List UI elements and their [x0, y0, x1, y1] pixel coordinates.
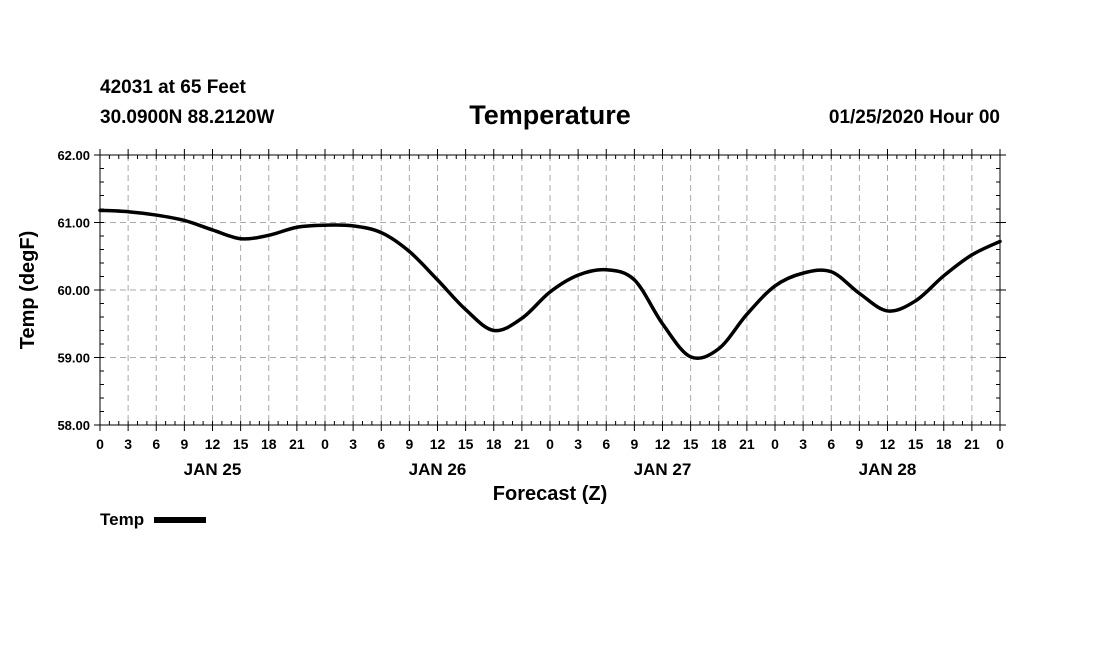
axis-ticks [94, 149, 1006, 431]
x-tick-label: 15 [233, 436, 249, 452]
date-label: JAN 25 [184, 460, 242, 479]
x-tick-label: 6 [827, 436, 835, 452]
x-tick-label: 12 [430, 436, 446, 452]
x-tick-label: 18 [936, 436, 952, 452]
station-label: 42031 at 65 Feet [100, 77, 246, 98]
x-tick-label: 9 [180, 436, 188, 452]
x-axis-label: Forecast (Z) [493, 483, 607, 505]
y-tick-label: 58.00 [57, 418, 90, 433]
legend: Temp [100, 510, 207, 530]
y-tick-label: 60.00 [57, 283, 90, 298]
legend-swatch-temp [154, 517, 207, 523]
x-tick-label: 18 [261, 436, 277, 452]
x-tick-label: 9 [405, 436, 413, 452]
x-tick-label: 9 [630, 436, 638, 452]
forecast-run-time: 01/25/2020 Hour 00 [828, 107, 1000, 128]
x-tick-label: 18 [486, 436, 502, 452]
x-tick-label: 21 [964, 436, 980, 452]
axis-labels: 58.00 59.00 60.00 61.00 62.00 0 3 6 9 12 15 18 21 0 3 6… [57, 148, 1004, 479]
x-tick-label: 12 [655, 436, 671, 452]
x-tick-label: 18 [711, 436, 727, 452]
plot-frame [99, 154, 1001, 426]
x-tick-label: 21 [514, 436, 530, 452]
x-tick-label: 6 [602, 436, 610, 452]
date-label: JAN 28 [859, 460, 917, 479]
date-label: JAN 26 [409, 460, 467, 479]
x-tick-label: 3 [349, 436, 357, 452]
x-tick-label: 3 [574, 436, 582, 452]
legend-label-temp: Temp [100, 510, 145, 529]
x-tick-label: 15 [458, 436, 474, 452]
data-series [98, 208, 1002, 361]
y-tick-label: 59.00 [57, 351, 90, 366]
x-tick-label: 0 [996, 436, 1004, 452]
x-tick-label: 21 [289, 436, 305, 452]
x-tick-label: 0 [96, 436, 104, 452]
x-tick-label: 0 [321, 436, 329, 452]
series-line-temp [98, 208, 1002, 361]
x-tick-label: 0 [546, 436, 554, 452]
x-tick-label: 12 [880, 436, 896, 452]
x-tick-label: 3 [124, 436, 132, 452]
x-tick-label: 21 [739, 436, 755, 452]
x-tick-label: 0 [771, 436, 779, 452]
date-label: JAN 27 [634, 460, 692, 479]
x-tick-label: 6 [377, 436, 385, 452]
y-tick-label: 62.00 [57, 148, 90, 163]
x-tick-label: 12 [205, 436, 221, 452]
y-tick-label: 61.00 [57, 216, 90, 231]
x-tick-label: 15 [683, 436, 699, 452]
grid-lines [100, 155, 1000, 425]
y-axis-label: Temp (degF) [17, 231, 39, 350]
x-tick-label: 6 [152, 436, 160, 452]
x-tick-label: 9 [855, 436, 863, 452]
station-coordinates: 30.0900N 88.2120W [100, 107, 275, 128]
x-tick-label: 3 [799, 436, 807, 452]
x-tick-label: 15 [908, 436, 924, 452]
chart-title: Temperature [469, 100, 631, 130]
